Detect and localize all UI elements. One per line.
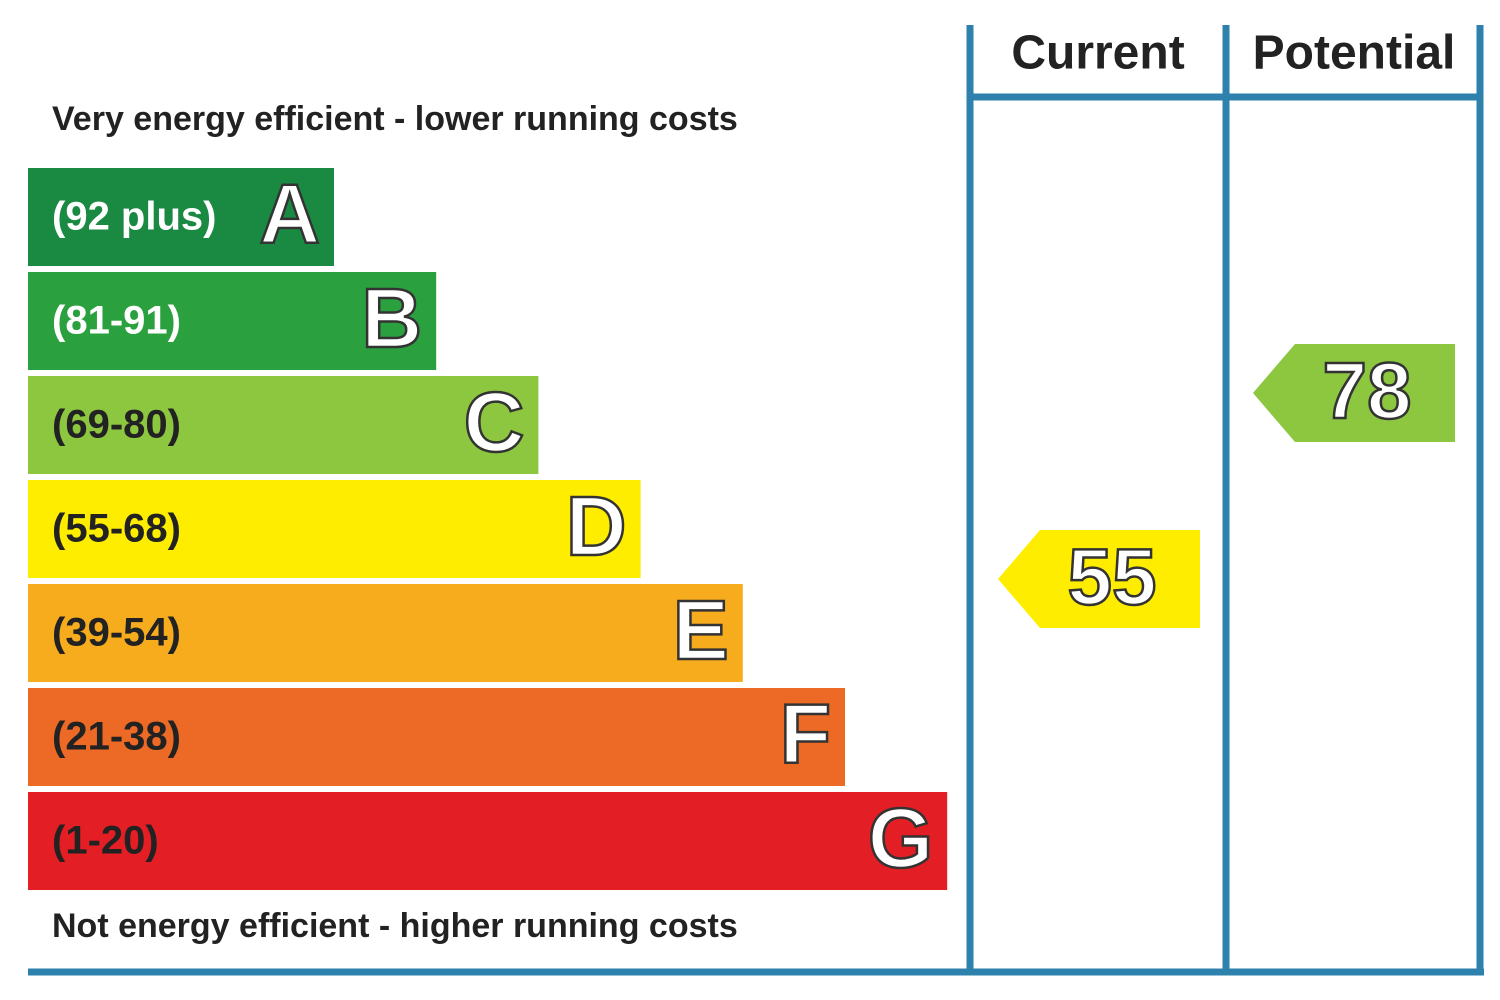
band-range: (55-68) xyxy=(52,507,181,551)
rating-value: 55 xyxy=(1068,532,1157,621)
band-bar xyxy=(28,480,641,578)
column-header: Potential xyxy=(1253,27,1456,80)
rating-arrow xyxy=(1253,343,1455,442)
band-bar xyxy=(28,272,437,370)
rating-value: 78 xyxy=(1323,346,1412,435)
band-range: (1-20) xyxy=(52,819,159,863)
band-range: (92 plus) xyxy=(52,195,216,239)
band-range: (21-38) xyxy=(52,715,181,759)
band-letter: F xyxy=(780,687,831,781)
band-letter: D xyxy=(566,479,627,573)
band-letter: B xyxy=(362,271,423,365)
band-range: (81-91) xyxy=(52,299,181,343)
band-bar xyxy=(28,168,334,266)
band-bar xyxy=(28,688,845,786)
band-range: (39-54) xyxy=(52,611,181,655)
rating-arrow xyxy=(998,530,1200,629)
band-bar xyxy=(28,376,539,474)
band-bar xyxy=(28,584,743,682)
band-letter: E xyxy=(673,583,729,677)
band-letter: A xyxy=(259,167,320,261)
band-letter: G xyxy=(868,791,933,885)
top-note: Very energy efficient - lower running co… xyxy=(52,100,738,138)
band-letter: C xyxy=(464,375,525,469)
band-bar xyxy=(28,792,948,890)
band-range: (69-80) xyxy=(52,403,181,447)
bottom-note: Not energy efficient - higher running co… xyxy=(52,907,738,945)
column-header: Current xyxy=(1011,27,1184,80)
